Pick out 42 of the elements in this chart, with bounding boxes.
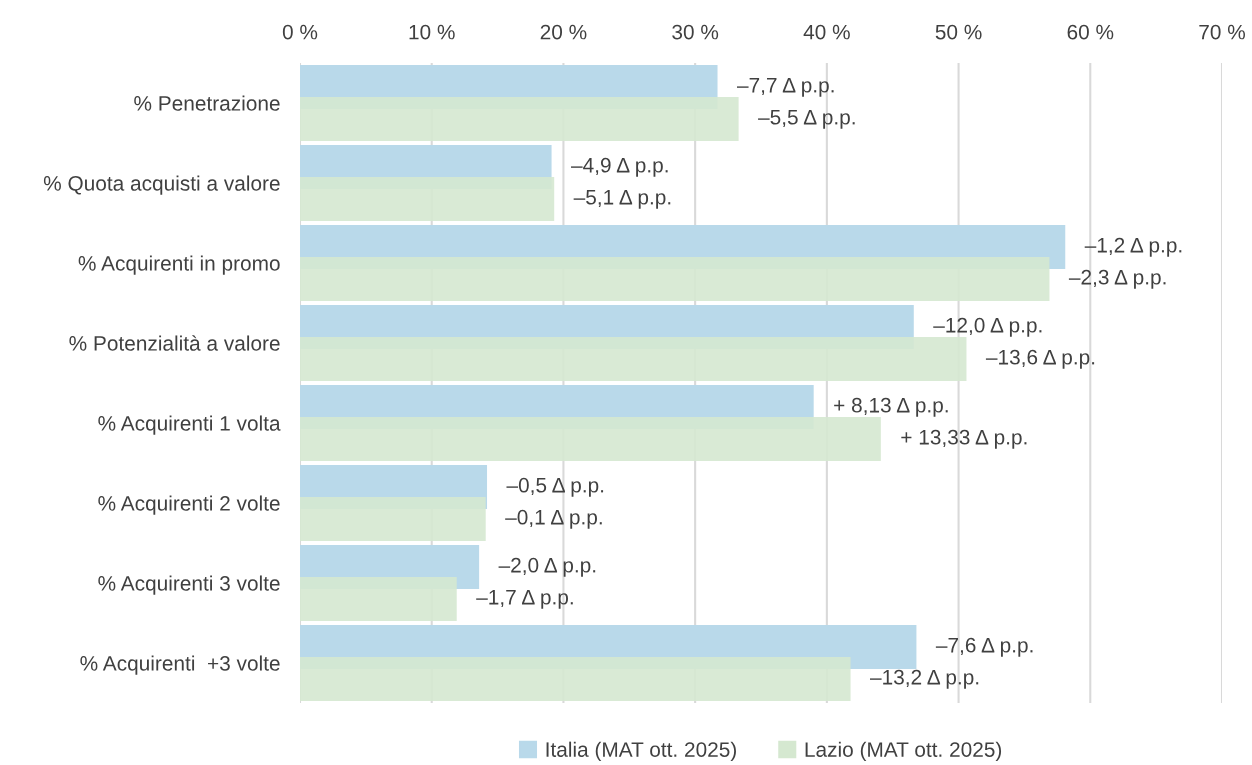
legend-label: Lazio (MAT ott. 2025) (805, 741, 1002, 762)
x-tick-label: 10 % (409, 24, 455, 40)
x-tick-label: 50 % (935, 24, 982, 40)
bar (300, 97, 739, 141)
bar (300, 657, 851, 701)
annotation: + 8,13 Δ p.p. (834, 397, 948, 417)
annotation: –2,0 Δ p.p. (498, 557, 596, 577)
y-tick-label: % Potenzialità a valore (69, 335, 280, 351)
x-tick-label: 20 % (540, 24, 587, 40)
bar (300, 497, 486, 541)
bar (300, 257, 1050, 301)
y-tick-label: % Acquirenti 1 volta (98, 415, 281, 435)
annotation: –7,6 Δ p.p. (935, 637, 1033, 657)
y-tick-label: % Acquirenti 3 volte (98, 575, 280, 595)
y-tick-label: % Penetrazione (134, 95, 280, 111)
bar (300, 577, 457, 621)
bar (300, 337, 967, 381)
annotation: –12,0 Δ p.p. (933, 317, 1042, 337)
annotation: –5,1 Δ p.p. (573, 190, 671, 209)
annotation: –2,3 Δ p.p. (1068, 269, 1166, 289)
annotation: –1,2 Δ p.p. (1084, 237, 1182, 257)
x-tick-label: 60 % (1067, 24, 1114, 40)
y-tick-label: % Acquirenti in promo (78, 255, 280, 275)
annotation: + 13,33 Δ p.p. (901, 429, 1027, 449)
x-tick-label: 0 % (282, 24, 318, 40)
annotation: –4,9 Δ p.p. (571, 157, 668, 177)
annotation: –0,5 Δ p.p. (506, 477, 604, 497)
y-tick-label: % Quota acquisti a valore (43, 175, 280, 195)
bar (300, 177, 555, 221)
legend-label: Italia (MAT ott. 2025) (546, 741, 736, 762)
annotation: –1,7 Δ p.p. (476, 590, 573, 609)
annotation: –13,2 Δ p.p. (870, 669, 979, 689)
y-tick-label: % Acquirenti +3 volte (80, 655, 280, 675)
x-tick-label: 30 % (672, 24, 719, 40)
x-tick-label: 70 % (1199, 24, 1245, 40)
annotation: –7,7 Δ p.p. (736, 78, 834, 97)
bar (300, 417, 881, 461)
annotation: –5,5 Δ p.p. (758, 110, 855, 129)
annotation: –0,1 Δ p.p. (505, 509, 602, 529)
x-tick-label: 40 % (803, 24, 850, 40)
y-tick-label: % Acquirenti 2 volte (98, 495, 280, 515)
annotation: –13,6 Δ p.p. (985, 349, 1095, 369)
